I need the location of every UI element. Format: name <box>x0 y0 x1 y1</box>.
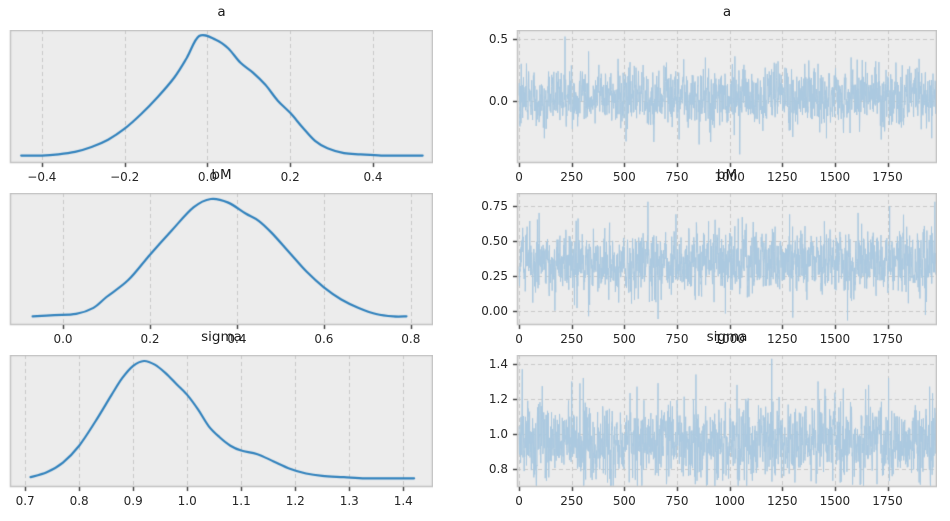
x-tick-label: 500 <box>612 170 636 184</box>
y-tick-label: 1.0 <box>488 426 508 441</box>
plot-title-a-trace: a <box>722 4 732 20</box>
x-tick-label: 1250 <box>766 332 798 346</box>
x-tick-label: 0 <box>515 332 523 346</box>
y-tick-label: 0.0 <box>488 94 508 109</box>
x-tick-label: 1000 <box>714 332 745 346</box>
y-tick-label: 0.75 <box>481 198 508 213</box>
x-tick-label: 750 <box>665 332 689 346</box>
x-tick-label: 1.4 <box>393 494 413 508</box>
x-tick-label: −0.2 <box>110 170 140 184</box>
panel-sigma-trace: sigma 0 250 500 750 1000 1250 1500 1750 0.8 1.0 1.… <box>489 329 937 508</box>
x-tick-label: 1500 <box>819 332 851 346</box>
x-tick-label: 0.6 <box>314 332 334 346</box>
x-tick-label: 1.2 <box>285 494 305 508</box>
y-tick-label: 0.5 <box>488 32 508 47</box>
sigma-trace-canvas <box>509 355 937 495</box>
x-tick-label: 750 <box>665 170 689 184</box>
x-tick-label: 1750 <box>872 494 903 508</box>
x-tick-label: 0.4 <box>227 332 247 346</box>
y-tick-label: 0.50 <box>481 233 508 248</box>
x-tick-label: 0.8 <box>69 494 89 508</box>
x-tick-label: 1.1 <box>231 494 251 508</box>
x-tick-label: 0.9 <box>123 494 143 508</box>
x-tick-label: 0.2 <box>140 332 160 346</box>
bM-trace-canvas <box>509 193 937 333</box>
x-tick-label: 1000 <box>714 494 745 508</box>
panel-sigma-density: sigma 0.7 0.8 0.9 1.0 1.1 1.2 1.3 1.4 <box>2 329 433 508</box>
a-trace-canvas <box>509 30 937 171</box>
x-tick-label: 0.0 <box>53 332 73 346</box>
x-tick-label: 0.4 <box>363 170 383 184</box>
x-tick-label: 750 <box>665 494 689 508</box>
a-density-canvas <box>2 30 433 171</box>
x-tick-label: 0 <box>515 170 523 184</box>
y-tick-label: 0.8 <box>488 461 508 476</box>
x-tick-label: 250 <box>560 170 584 184</box>
x-tick-label: 0.7 <box>15 494 35 508</box>
x-tick-label: 1250 <box>766 494 798 508</box>
x-tick-label: 1000 <box>714 170 745 184</box>
x-tick-label: 1750 <box>872 332 903 346</box>
x-tick-label: 1.3 <box>339 494 359 508</box>
sigma-density-canvas <box>2 355 433 495</box>
x-tick-label: 250 <box>560 332 584 346</box>
x-tick-label: 1250 <box>766 170 798 184</box>
panel-a-trace: a 0 250 500 750 1000 1250 1500 1750 0.0 0.5 <box>489 4 937 184</box>
plot-title-a-density: a <box>217 4 226 20</box>
x-tick-label: 1750 <box>872 170 903 184</box>
panel-bM-density: bM 0.0 0.2 0.4 0.6 0.8 <box>2 167 433 346</box>
x-tick-label: 1500 <box>819 170 851 184</box>
x-tick-label: 1.0 <box>177 494 197 508</box>
y-tick-label: 0.25 <box>481 268 508 283</box>
x-tick-label: 250 <box>560 494 584 508</box>
x-tick-label: 1500 <box>819 494 851 508</box>
bM-density-canvas <box>2 193 433 333</box>
x-tick-label: 0.8 <box>401 332 421 346</box>
x-tick-label: 0 <box>515 494 523 508</box>
x-tick-label: 0.2 <box>280 170 300 184</box>
y-tick-label: 1.2 <box>488 391 508 406</box>
x-tick-label: −0.4 <box>27 170 57 184</box>
x-tick-label: 500 <box>612 332 636 346</box>
y-tick-label: 0.00 <box>481 303 508 318</box>
x-tick-label: 500 <box>612 494 636 508</box>
y-tick-label: 1.4 <box>488 357 508 372</box>
panel-bM-trace: bM 0 250 500 750 1000 1250 1500 1750 0.00 0.25 0.5… <box>481 167 937 346</box>
panel-a-density: a −0.4 −0.2 0.0 0.2 0.4 <box>2 4 433 184</box>
x-tick-label: 0.0 <box>197 170 217 184</box>
